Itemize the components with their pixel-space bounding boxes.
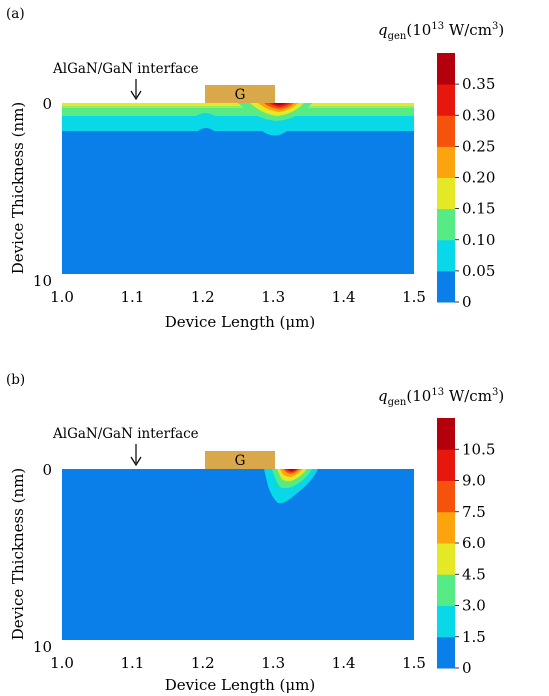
colorbar-tick-label: 0 [462, 659, 472, 677]
gate-electrode [205, 85, 275, 103]
x-tick-label: 1.2 [191, 654, 215, 672]
colorbar-swatch [437, 574, 455, 606]
colorbar-swatch [437, 543, 455, 575]
x-axis-label: Device Length (μm) [165, 313, 315, 331]
hotspot-level-7 [287, 469, 296, 471]
background-region [62, 469, 414, 640]
y-axis-label: Device Thickness (nm) [9, 468, 27, 640]
colorbar-tick-label: 0.20 [462, 169, 495, 187]
y-tick-label: 10 [33, 638, 52, 656]
colorbar-tick-label: 0.15 [462, 200, 495, 218]
colorbar-tick-label: 0.30 [462, 106, 495, 124]
plot-area [62, 103, 414, 274]
y-tick-label: 0 [42, 95, 52, 113]
interface-annotation: AlGaN/GaN interface [52, 61, 199, 77]
colorbar-swatch [437, 208, 455, 241]
colorbar: 0 1.5 3.0 4.5 6.0 7.5 9.0 10.5 [437, 418, 495, 677]
y-tick-label: 10 [33, 272, 52, 290]
hotspot-level-6 [269, 103, 290, 107]
colorbar-tick-label: 0.10 [462, 231, 495, 249]
colorbar-swatch [437, 146, 455, 178]
x-tick-label: 1.5 [402, 288, 426, 306]
colorbar-swatch [437, 449, 455, 481]
x-tick-label: 1.4 [332, 654, 356, 672]
x-tick-label: 1.1 [120, 288, 144, 306]
colorbar-tick-label: 6.0 [462, 534, 486, 552]
colorbar-tick-label: 3.0 [462, 597, 486, 615]
colorbar-swatch [437, 480, 455, 513]
colorbar-tick-label: 1.5 [462, 628, 486, 646]
colorbar-swatch [437, 511, 455, 544]
colorbar-tick-label: 9.0 [462, 472, 486, 490]
colorbar-tick-label: 0.05 [462, 262, 495, 280]
annotation-arrow-icon [130, 444, 142, 467]
x-tick-label: 1.0 [50, 654, 74, 672]
plot-area [62, 469, 414, 640]
interface-annotation: AlGaN/GaN interface [52, 426, 199, 442]
colorbar-tick-label: 0.35 [462, 75, 495, 93]
colorbar-tick-label: 7.5 [462, 503, 486, 521]
x-axis-label: Device Length (μm) [165, 676, 315, 694]
x-tick-label: 1.1 [120, 654, 144, 672]
colorbar-label: qgen(1013 W/cm3) [378, 387, 504, 408]
colorbar-tick-label: 0 [462, 293, 472, 311]
band-level-3b [62, 106, 414, 108]
colorbar-tick-label: 10.5 [462, 440, 495, 458]
x-tick-labels: 1.0 1.1 1.2 1.3 1.4 1.5 [50, 654, 426, 672]
colorbar-swatch [437, 636, 455, 669]
gate-label: G [235, 87, 246, 103]
band-level-3 [62, 103, 414, 106]
colorbar-swatch [437, 270, 455, 303]
panel-label: (a) [6, 6, 25, 22]
colorbar-swatch [437, 418, 455, 450]
colorbar-swatch [437, 239, 455, 272]
x-tick-label: 1.0 [50, 288, 74, 306]
x-tick-label: 1.3 [261, 288, 285, 306]
panel-label: (b) [6, 372, 25, 388]
x-tick-labels: 1.0 1.1 1.2 1.3 1.4 1.5 [50, 288, 426, 306]
colorbar-swatch [437, 177, 455, 210]
hotspot-level-7 [273, 103, 286, 105]
colorbar-label: qgen(1013 W/cm3) [378, 21, 504, 42]
x-tick-label: 1.3 [261, 654, 285, 672]
colorbar-tick-label: 0.25 [462, 137, 495, 155]
y-tick-label: 0 [42, 461, 52, 479]
annotation-arrow-icon [130, 79, 142, 101]
colorbar-swatch [437, 605, 455, 638]
gate-label: G [235, 453, 246, 469]
colorbar-swatch [437, 115, 455, 147]
colorbar: 0 0.05 0.10 0.15 0.20 0.25 0.30 0.35 [437, 53, 495, 311]
panel-a: (a) G AlGaN/GaN interface 1.0 1.1 1. [6, 6, 504, 331]
colorbar-tick-label: 4.5 [462, 565, 486, 583]
x-tick-label: 1.4 [332, 288, 356, 306]
background-region [62, 103, 414, 274]
colorbar-swatch [437, 84, 455, 116]
panel-b: (b) G AlGaN/GaN interface 1.0 1.1 1.2 1.3 1.… [6, 372, 504, 694]
gate-electrode [205, 451, 275, 469]
x-tick-label: 1.2 [191, 288, 215, 306]
x-tick-label: 1.5 [402, 654, 426, 672]
colorbar-swatch [437, 53, 455, 85]
y-axis-label: Device Thickness (nm) [9, 102, 27, 274]
